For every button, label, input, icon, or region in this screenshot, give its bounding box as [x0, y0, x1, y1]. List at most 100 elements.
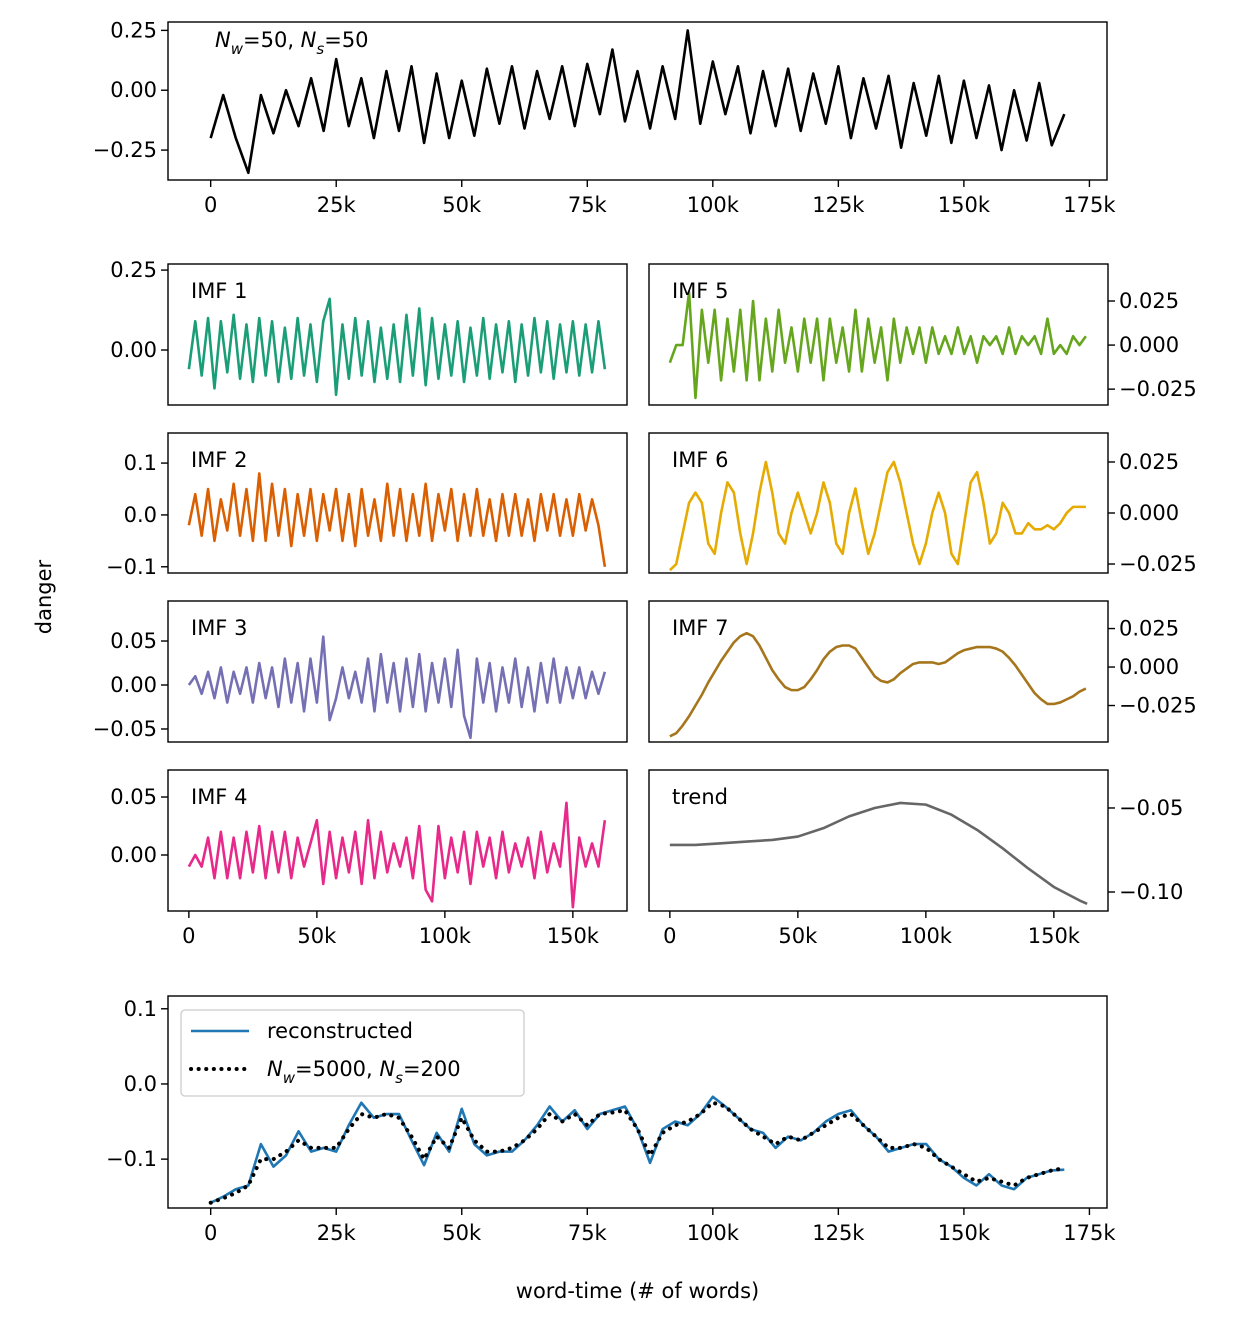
panel-label: IMF 6: [672, 448, 728, 472]
series-line: [187, 297, 607, 397]
y-tick-label: −0.025: [1119, 552, 1197, 576]
y-tick-label: 0.0: [124, 1072, 157, 1096]
y-tick-label: 0.05: [110, 785, 157, 809]
series-line: [187, 472, 607, 567]
y-axis-label: danger: [32, 559, 56, 634]
y-tick-label: 0.25: [110, 18, 157, 42]
panel-label: IMF 7: [672, 616, 728, 640]
legend-label: Nw=5000, Ns=200: [267, 1057, 461, 1087]
x-tick-label: 125k: [812, 193, 865, 217]
text-segment: s: [316, 40, 324, 58]
panel-label: IMF 5: [672, 279, 728, 303]
y-tick-label: 0.025: [1119, 450, 1179, 474]
x-tick-label: 0: [204, 193, 217, 217]
x-tick-label: 50k: [442, 1221, 482, 1245]
axes-frame: [167, 600, 628, 743]
x-tick-label: 175k: [1063, 193, 1116, 217]
y-tick-label: 0.000: [1119, 655, 1179, 679]
series-line: [668, 460, 1086, 572]
x-tick-label: 100k: [687, 193, 740, 217]
y-tick-label: 0.025: [1119, 617, 1179, 641]
y-tick-label: −0.25: [93, 138, 157, 162]
legend-box: [180, 1009, 525, 1097]
text-segment: N: [267, 1057, 283, 1081]
axes-frame: [167, 769, 628, 912]
y-tick-label: −0.025: [1119, 694, 1197, 718]
panel-label: IMF 4: [191, 785, 247, 809]
series-line: [187, 801, 607, 909]
text-segment: =5000,: [295, 1057, 379, 1081]
x-tick-label: 25k: [317, 193, 357, 217]
y-tick-label: 0.00: [110, 843, 157, 867]
series-line: [209, 29, 1066, 175]
axes-frame: [167, 995, 1108, 1209]
x-tick-label: 0: [204, 1221, 217, 1245]
y-tick-label: 0.00: [110, 78, 157, 102]
text-segment: N: [301, 28, 317, 52]
y-tick-label: −0.1: [106, 1147, 157, 1171]
x-tick-label: 50k: [297, 924, 337, 948]
y-tick-label: −0.025: [1119, 377, 1197, 401]
axes-frame: [648, 263, 1109, 406]
y-tick-label: 0.00: [110, 338, 157, 362]
x-tick-label: 100k: [900, 924, 953, 948]
x-tick-label: 25k: [317, 1221, 357, 1245]
y-tick-label: 0.000: [1119, 333, 1179, 357]
y-tick-label: 0.1: [124, 451, 157, 475]
axes-frame: [648, 769, 1109, 912]
y-tick-label: 0.05: [110, 629, 157, 653]
x-tick-label: 0: [182, 924, 195, 948]
x-tick-label: 50k: [442, 193, 482, 217]
y-tick-label: −0.05: [93, 717, 157, 741]
y-tick-label: −0.1: [106, 555, 157, 579]
x-tick-label: 150k: [547, 924, 600, 948]
panel-label: Nw=50, Ns=50: [215, 28, 369, 58]
x-tick-label: 50k: [778, 924, 818, 948]
text-segment: w: [231, 40, 244, 58]
x-tick-label: 100k: [687, 1221, 740, 1245]
text-segment: reconstructed: [267, 1019, 413, 1043]
x-tick-label: 150k: [1028, 924, 1081, 948]
text-segment: N: [215, 28, 231, 52]
x-tick-label: 100k: [419, 924, 472, 948]
axes-frame: [167, 21, 1108, 181]
y-tick-label: 0.025: [1119, 289, 1179, 313]
panel-label: IMF 3: [191, 616, 247, 640]
x-axis-label: word-time (# of words): [516, 1279, 759, 1303]
axes-frame: [648, 432, 1109, 574]
panel-label: IMF 2: [191, 448, 247, 472]
axes-frame: [167, 432, 628, 574]
text-segment: =200: [403, 1057, 461, 1081]
y-tick-label: −0.05: [1119, 796, 1183, 820]
text-segment: =50: [324, 28, 368, 52]
series-line: [669, 631, 1087, 738]
text-segment: =50,: [243, 28, 301, 52]
series-line: [669, 801, 1088, 905]
x-tick-label: 125k: [812, 1221, 865, 1245]
x-tick-label: 75k: [568, 1221, 608, 1245]
y-tick-label: 0.000: [1119, 501, 1179, 525]
x-tick-label: 75k: [568, 193, 608, 217]
panel-label: IMF 1: [191, 279, 247, 303]
series-line: [208, 1100, 1067, 1205]
text-segment: N: [379, 1057, 395, 1081]
y-tick-label: 0.25: [110, 258, 157, 282]
legend-label: reconstructed: [267, 1019, 413, 1043]
panel-label: trend: [672, 785, 728, 809]
y-tick-label: 0.00: [110, 673, 157, 697]
x-tick-label: 150k: [938, 1221, 991, 1245]
axes-frame: [648, 600, 1109, 743]
y-tick-label: 0.0: [124, 503, 157, 527]
text-segment: s: [395, 1069, 403, 1087]
series-line: [210, 1095, 1065, 1204]
y-tick-label: −0.10: [1119, 880, 1183, 904]
y-tick-label: 0.1: [124, 997, 157, 1021]
axes-frame: [167, 263, 628, 406]
series-line: [187, 635, 607, 740]
x-tick-label: 150k: [938, 193, 991, 217]
x-tick-label: 0: [663, 924, 676, 948]
series-line: [668, 290, 1087, 400]
x-tick-label: 175k: [1063, 1221, 1116, 1245]
